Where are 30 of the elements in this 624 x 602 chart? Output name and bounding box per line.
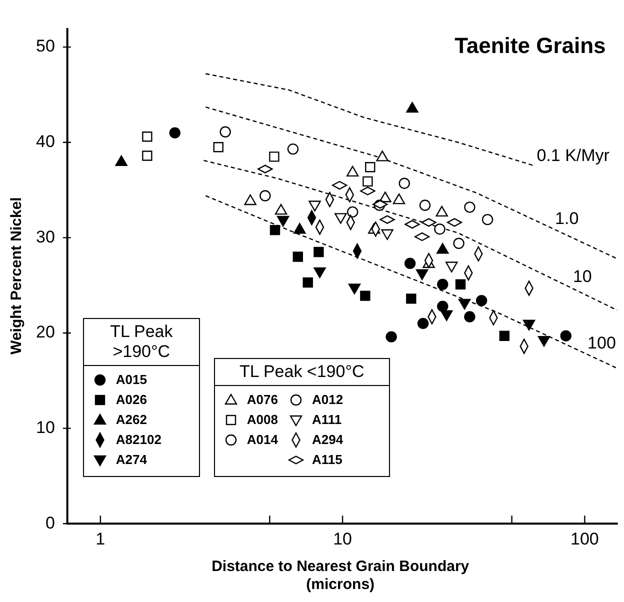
legend-label: A015 bbox=[116, 372, 147, 388]
legend-label: A026 bbox=[116, 392, 147, 408]
legend-label: A294 bbox=[312, 432, 344, 448]
y-tick-label: 30 bbox=[36, 227, 55, 246]
legend-label: A076 bbox=[246, 392, 278, 408]
legend-label: A262 bbox=[116, 412, 147, 428]
x-tick-label: 1 bbox=[96, 529, 106, 548]
annotation: 0.1 K/Myr bbox=[536, 146, 610, 165]
y-tick-label: 50 bbox=[36, 36, 55, 56]
x-tick-label: 10 bbox=[333, 529, 352, 548]
legend-label: A115 bbox=[312, 452, 342, 468]
annotation: 1.0 bbox=[555, 208, 579, 228]
y-tick-label: 0 bbox=[45, 513, 55, 532]
legend-label: A014 bbox=[246, 432, 278, 448]
y-tick-label: 40 bbox=[36, 132, 55, 152]
text: TL Peak <190°C bbox=[240, 362, 364, 381]
legend-label: A274 bbox=[116, 452, 147, 468]
annotation: 10 bbox=[572, 266, 592, 286]
annotation: 100 bbox=[588, 334, 616, 353]
x-axis-title: Distance to Nearest Grain Boundary (microns) bbox=[212, 558, 470, 594]
y-tick-label: 20 bbox=[36, 322, 55, 342]
y-axis-title: Weight Percent Nickel bbox=[8, 197, 26, 354]
y-tick-label: 10 bbox=[36, 418, 55, 437]
x-tick-label: 100 bbox=[570, 529, 599, 548]
chart-title: Taenite Grains bbox=[454, 33, 606, 58]
legend-label: A012 bbox=[312, 392, 344, 408]
legend-label: A82102 bbox=[116, 432, 162, 448]
legend-label: A111 bbox=[312, 412, 342, 428]
legend-label: A008 bbox=[246, 412, 278, 428]
text: TL Peak >190°C bbox=[110, 322, 173, 361]
